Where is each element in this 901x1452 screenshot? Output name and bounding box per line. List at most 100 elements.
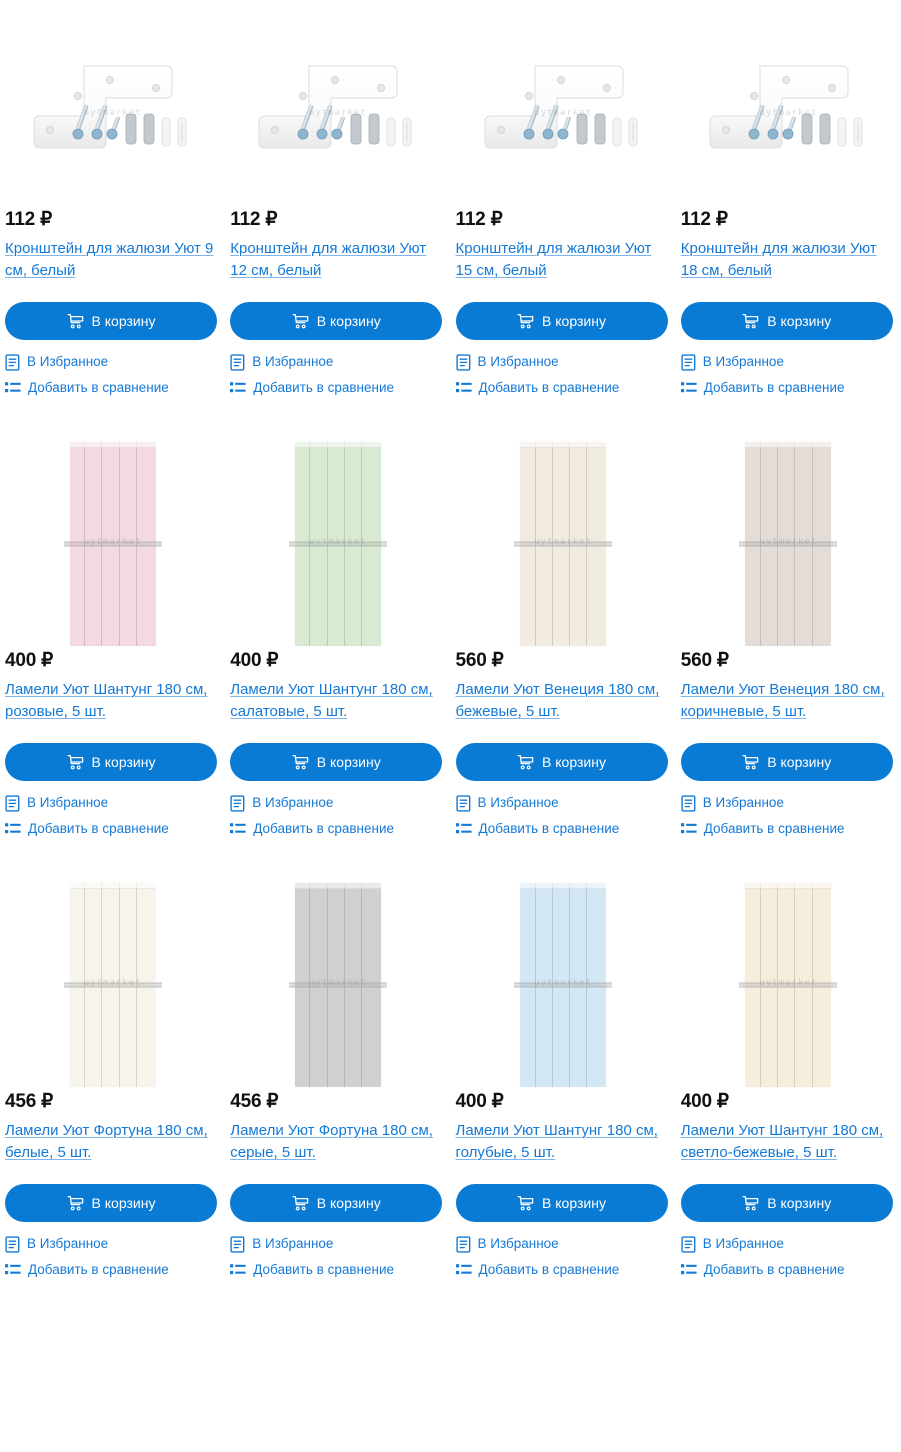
add-to-cart-button[interactable]: В корзину: [680, 743, 893, 781]
bracket-image: [484, 65, 638, 149]
add-to-favorites-link[interactable]: В Избранное: [681, 793, 896, 813]
favorite-list-icon: [681, 794, 696, 812]
add-to-compare-link[interactable]: Добавить в сравнение: [5, 378, 220, 398]
product-image[interactable]: uytmarket: [5, 875, 220, 1090]
favorite-list-icon: [455, 1235, 471, 1253]
add-to-favorites-label: В Избранное: [477, 795, 559, 811]
add-to-favorites-link[interactable]: В Избранное: [681, 352, 896, 372]
product-title-link[interactable]: Ламели Уют Фортуна 180 см, серые, 5 шт.: [230, 1122, 433, 1161]
cart-icon: [292, 1195, 309, 1212]
product-info: 400 ₽ Ламели Уют Шантунг 180 см, светло-б…: [681, 1090, 896, 1182]
add-to-cart-button[interactable]: В корзину: [230, 302, 443, 340]
compare-list-icon: [455, 381, 472, 395]
product-image[interactable]: uytmarket: [681, 18, 896, 208]
add-to-compare-link[interactable]: Добавить в сравнение: [230, 378, 445, 398]
add-to-cart-button[interactable]: В корзину: [680, 1184, 893, 1222]
add-to-cart-button[interactable]: В корзину: [455, 743, 668, 781]
add-to-cart-button[interactable]: В корзину: [230, 743, 443, 781]
product-info: 560 ₽ Ламели Уют Венеция 180 см, коричнев…: [681, 649, 896, 741]
product-card: uytmarket 560 ₽ Ламели Уют Венеция 180 см,…: [676, 434, 901, 845]
product-title-link[interactable]: Ламели Уют Шантунг 180 см, светло-бежевы…: [680, 1122, 884, 1161]
product-image[interactable]: uytmarket: [681, 434, 896, 649]
product-actions: В корзину В Избранное Добавить в сравнение: [680, 300, 896, 404]
add-to-favorites-label: В Избранное: [27, 795, 109, 811]
product-actions: В корзину В Избранное Добавить в сравнение: [680, 1182, 896, 1286]
product-image[interactable]: uytmarket: [5, 18, 220, 208]
add-to-compare-link[interactable]: Добавить в сравнение: [230, 819, 445, 839]
product-price: 112 ₽: [230, 209, 278, 230]
add-to-compare-link[interactable]: Добавить в сравнение: [680, 378, 896, 398]
add-to-cart-label: В корзину: [316, 1195, 381, 1211]
add-to-favorites-link[interactable]: В Избранное: [455, 1234, 671, 1254]
add-to-compare-label: Добавить в сравнение: [478, 821, 620, 837]
add-to-cart-label: В корзину: [542, 1195, 606, 1211]
product-row-brackets: uytmarket 112 ₽ Кронштейн для жалюзи Уют 9…: [0, 18, 901, 404]
add-to-compare-link[interactable]: Добавить в сравнение: [455, 819, 671, 839]
product-info: 112 ₽ Кронштейн для жалюзи Уют 18 см, бел…: [681, 208, 896, 300]
add-to-cart-button[interactable]: В корзину: [5, 302, 217, 340]
add-to-favorites-link[interactable]: В Избранное: [230, 793, 445, 813]
add-to-favorites-link[interactable]: В Избранное: [455, 793, 671, 813]
add-to-cart-button[interactable]: В корзину: [455, 1184, 668, 1222]
product-image[interactable]: uytmarket: [456, 875, 671, 1090]
add-to-compare-link[interactable]: Добавить в сравнение: [230, 1260, 445, 1280]
product-card: uytmarket 112 ₽ Кронштейн для жалюзи Уют 1…: [225, 18, 450, 404]
add-to-cart-label: В корзину: [542, 754, 606, 770]
product-image[interactable]: uytmarket: [230, 434, 445, 649]
add-to-favorites-label: В Избранное: [252, 795, 334, 811]
product-image[interactable]: uytmarket: [230, 18, 445, 208]
lamella-image: [739, 442, 838, 646]
add-to-favorites-link[interactable]: В Избранное: [681, 1234, 896, 1254]
product-title-link[interactable]: Кронштейн для жалюзи Уют 9 см, белый: [5, 240, 214, 279]
add-to-compare-link[interactable]: Добавить в сравнение: [680, 819, 896, 839]
favorite-list-icon: [5, 794, 20, 812]
product-info: 456 ₽ Ламели Уют Фортуна 180 см, серые, 5…: [230, 1090, 445, 1182]
add-to-cart-label: В корзину: [91, 1195, 156, 1211]
product-image[interactable]: uytmarket: [230, 875, 445, 1090]
product-title-link[interactable]: Ламели Уют Шантунг 180 см, голубые, 5 шт…: [455, 1122, 658, 1161]
add-to-cart-button[interactable]: В корзину: [5, 743, 217, 781]
favorite-list-icon: [455, 794, 471, 812]
product-card: uytmarket 560 ₽ Ламели Уют Венеция 180 см,…: [451, 434, 676, 845]
product-title-link[interactable]: Ламели Уют Венеция 180 см, бежевые, 5 шт…: [455, 681, 660, 720]
add-to-favorites-link[interactable]: В Избранное: [5, 793, 220, 813]
add-to-compare-link[interactable]: Добавить в сравнение: [5, 819, 220, 839]
compare-list-icon: [5, 822, 21, 836]
add-to-favorites-link[interactable]: В Избранное: [5, 352, 220, 372]
add-to-favorites-label: В Избранное: [477, 354, 559, 370]
add-to-cart-button[interactable]: В корзину: [230, 1184, 443, 1222]
product-title-link[interactable]: Ламели Уют Шантунг 180 см, салатовые, 5 …: [230, 681, 433, 720]
product-title-link[interactable]: Кронштейн для жалюзи Уют 15 см, белый: [455, 240, 652, 279]
product-title-link[interactable]: Ламели Уют Венеция 180 см, коричневые, 5…: [680, 681, 885, 720]
add-to-compare-link[interactable]: Добавить в сравнение: [455, 378, 671, 398]
add-to-cart-label: В корзину: [767, 754, 832, 770]
add-to-compare-link[interactable]: Добавить в сравнение: [680, 1260, 896, 1280]
add-to-favorites-link[interactable]: В Избранное: [455, 352, 671, 372]
add-to-compare-label: Добавить в сравнение: [28, 380, 169, 396]
product-image[interactable]: uytmarket: [5, 434, 220, 649]
product-title-link[interactable]: Ламели Уют Шантунг 180 см, розовые, 5 шт…: [5, 681, 208, 720]
add-to-cart-button[interactable]: В корзину: [680, 302, 893, 340]
add-to-cart-button[interactable]: В корзину: [5, 1184, 217, 1222]
add-to-compare-link[interactable]: Добавить в сравнение: [455, 1260, 671, 1280]
cart-icon: [67, 754, 84, 771]
add-to-favorites-label: В Избранное: [27, 354, 109, 370]
favorite-list-icon: [230, 1235, 245, 1253]
product-image[interactable]: uytmarket: [456, 18, 671, 208]
product-price: 560 ₽: [455, 650, 504, 671]
product-image[interactable]: uytmarket: [456, 434, 671, 649]
add-to-compare-link[interactable]: Добавить в сравнение: [5, 1260, 220, 1280]
add-to-favorites-link[interactable]: В Избранное: [5, 1234, 220, 1254]
add-to-compare-label: Добавить в сравнение: [253, 821, 394, 837]
add-to-cart-label: В корзину: [767, 1195, 832, 1211]
product-title-link[interactable]: Кронштейн для жалюзи Уют 18 см, белый: [680, 240, 877, 279]
product-image[interactable]: uytmarket: [681, 875, 896, 1090]
product-title-link[interactable]: Кронштейн для жалюзи Уют 12 см, белый: [230, 240, 427, 279]
add-to-favorites-link[interactable]: В Избранное: [230, 352, 445, 372]
product-title-link[interactable]: Ламели Уют Фортуна 180 см, белые, 5 шт.: [5, 1122, 208, 1161]
compare-list-icon: [680, 822, 697, 836]
add-to-cart-button[interactable]: В корзину: [455, 302, 668, 340]
add-to-cart-label: В корзину: [542, 313, 606, 329]
cart-icon: [517, 313, 534, 330]
add-to-favorites-link[interactable]: В Избранное: [230, 1234, 445, 1254]
